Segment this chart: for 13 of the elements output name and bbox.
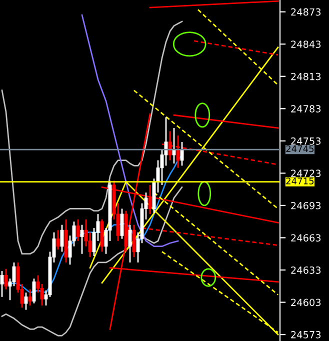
ref-line-label: 24745 <box>286 145 314 152</box>
y-tick-label: 24843 <box>291 40 321 48</box>
y-tick-label: 24603 <box>291 298 321 306</box>
y-tick-label: 24873 <box>291 8 321 16</box>
y-tick-label: 24723 <box>291 170 321 178</box>
y-tick-label: 24753 <box>291 137 321 145</box>
y-tick-label: 24693 <box>291 202 321 210</box>
ref-line-label: 24715 <box>286 178 314 184</box>
y-tick-label: 24783 <box>291 105 321 112</box>
y-tick-label: 24813 <box>291 72 321 80</box>
y-tick-label: 24663 <box>291 234 321 242</box>
y-tick-label: 24633 <box>291 266 321 274</box>
y-tick-label: 24573 <box>291 331 321 338</box>
